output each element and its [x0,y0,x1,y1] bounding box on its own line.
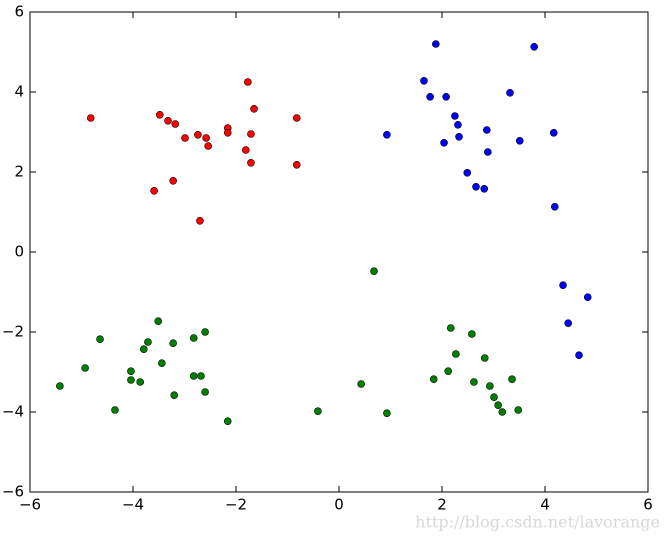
scatter-point [170,391,178,400]
scatter-point [197,372,205,380]
scatter-point [483,126,491,134]
scatter-point [550,203,559,211]
x-tick-label: 4 [540,496,550,514]
watermark: http://blog.csdn.net/lavorange [415,513,660,532]
scatter-point [575,351,583,360]
scatter-point [111,406,119,414]
scatter-point [189,372,198,380]
scatter-point [201,328,209,336]
y-tick-label: −6 [2,483,24,501]
scatter-point [140,345,148,354]
scatter-point [127,367,135,376]
scatter-point [169,339,177,348]
y-tick-label: 4 [14,83,24,101]
scatter-point [164,117,172,125]
scatter-point [314,407,322,416]
scatter-point [202,134,210,142]
scatter-point [468,330,476,338]
scatter-point [549,129,558,137]
scatter-point [136,378,145,386]
scatter-point [480,185,489,193]
scatter-point [444,367,452,376]
scatter-point [452,350,460,358]
scatter-point [530,42,538,51]
scatter-point [56,382,64,390]
y-tick-label: 2 [14,163,24,181]
x-tick-label: 2 [437,496,447,514]
scatter-point [472,183,480,191]
x-tick-label: −6 [19,496,41,514]
scatter-point [490,393,498,402]
scatter-point [204,142,212,150]
x-tick-label: −2 [225,496,247,514]
scatter-point [158,359,166,368]
scatter-point [250,105,258,113]
scatter-point [426,93,434,101]
scatter-point [244,78,252,86]
scatter-point [470,378,478,386]
y-tick-label: −2 [2,323,24,341]
scatter-point [241,146,250,154]
scatter-point [508,375,516,384]
scatter-point [514,406,523,414]
scatter-point [494,401,502,410]
scatter-point [357,380,365,388]
y-tick-label: −4 [2,403,24,421]
scatter-point [96,335,104,344]
scatter-point [247,130,255,138]
scatter-point [223,417,232,426]
plot-frame [29,11,649,493]
scatter-point [169,177,177,185]
scatter-point [432,40,440,48]
scatter-point [451,112,459,120]
scatter-point [189,334,198,342]
scatter-point [383,409,391,418]
scatter-point [292,161,301,169]
scatter-point [155,111,164,119]
scatter-point [383,131,391,139]
scatter-point [564,319,572,328]
scatter-point [506,89,514,97]
y-tick-label: 0 [14,243,24,261]
scatter-point [127,376,135,384]
scatter-point [420,77,428,85]
scatter-point [484,148,492,156]
scatter-point [194,131,202,139]
scatter-point [154,317,163,326]
scatter-point [446,324,455,332]
scatter-point [150,187,158,195]
scatter-point [86,114,95,122]
scatter-point [583,293,592,302]
y-tick-label: 6 [14,3,24,21]
scatter-point [463,169,472,177]
scatter-point [196,217,204,225]
scatter-point [515,137,524,145]
scatter-point [171,120,180,128]
x-tick-label: 0 [334,496,344,514]
scatter-point [181,134,189,142]
scatter-point [486,382,494,390]
scatter-point [559,281,567,290]
scatter-point [498,408,507,416]
x-tick-label: −4 [122,496,144,514]
scatter-point [292,114,301,122]
scatter-point [370,267,378,276]
scatter-point [201,388,209,396]
scatter-point [480,354,489,362]
scatter-point [81,364,89,372]
scatter-point [223,129,232,137]
x-tick-label: 6 [643,496,653,514]
scatter-point [442,93,450,101]
scatter-point [429,375,438,384]
scatter-point [455,133,463,141]
scatter-point [144,338,152,346]
scatter-point [247,159,255,167]
scatter-point [454,121,462,129]
scatter-point [440,139,448,147]
